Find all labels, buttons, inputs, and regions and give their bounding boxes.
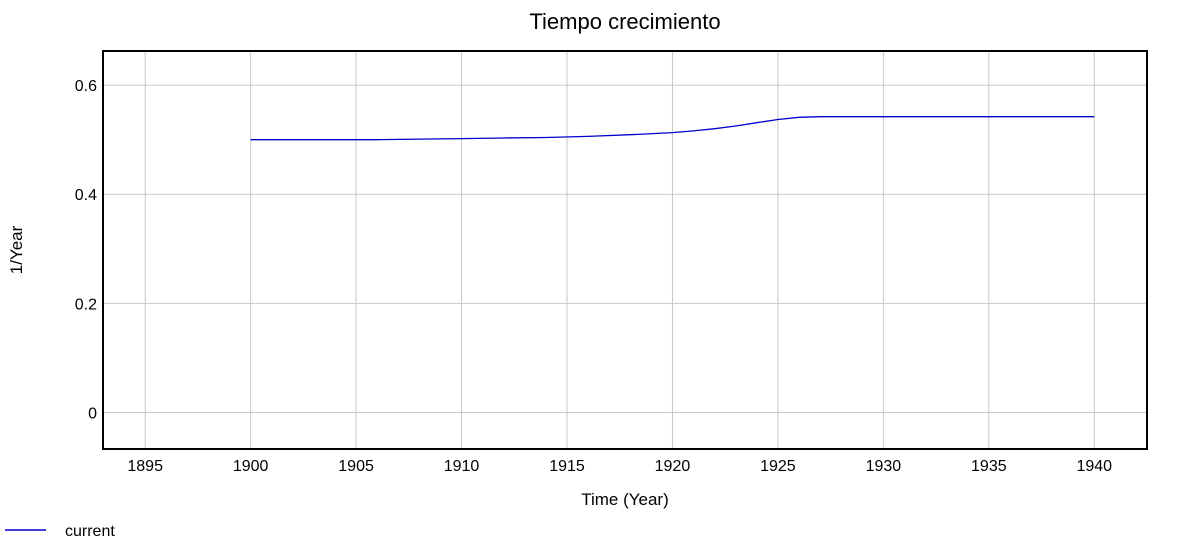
x-tick-label: 1940	[1076, 458, 1112, 475]
x-tick-label: 1895	[127, 458, 163, 475]
y-tick-label: 0.2	[75, 296, 97, 313]
x-axis-label: Time (Year)	[581, 490, 669, 509]
y-axis-label: 1/Year	[7, 225, 26, 274]
x-tick-label: 1925	[760, 458, 796, 475]
x-tick-label: 1920	[655, 458, 691, 475]
y-tick-label: 0.6	[75, 78, 97, 95]
y-tick-label: 0	[88, 405, 97, 422]
legend-label-current: current	[65, 523, 115, 540]
series-line-current	[250, 116, 1095, 141]
x-tick-label: 1905	[338, 458, 374, 475]
chart-title: Tiempo crecimiento	[529, 9, 720, 34]
tick-labels: 1895 1900 1905 1910 1915 1920 1925 1930 1935 1940…	[75, 78, 1112, 475]
grid-lines	[103, 51, 1147, 449]
x-tick-label: 1935	[971, 458, 1007, 475]
plot-frame	[102, 50, 1148, 450]
x-tick-label: 1915	[549, 458, 585, 475]
y-tick-label: 0.4	[75, 187, 97, 204]
x-tick-label: 1930	[866, 458, 902, 475]
series-layer	[250, 116, 1095, 141]
legend: current	[5, 523, 115, 540]
x-tick-label: 1910	[444, 458, 480, 475]
x-tick-label: 1900	[233, 458, 269, 475]
